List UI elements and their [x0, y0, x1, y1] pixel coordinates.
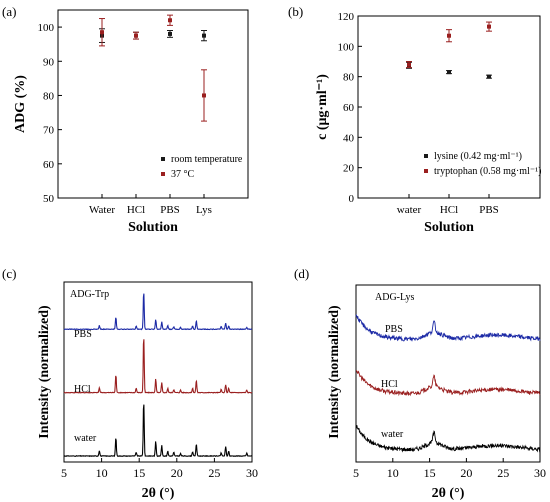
panel-a-x-title: Solution — [128, 220, 178, 235]
panel-d-marks — [355, 313, 541, 453]
panel-c-x-title: 2θ (°) — [142, 486, 175, 501]
data-point — [202, 33, 206, 38]
panel-c-series-labels: water HCl PBS — [74, 329, 97, 444]
x-tick-label: 10 — [387, 466, 399, 480]
pattern-line-water — [63, 404, 253, 458]
data-point — [168, 18, 172, 23]
x-tick-label: 20 — [171, 466, 183, 480]
y-tick-label: 100 — [338, 41, 355, 53]
pattern-line-hcl — [355, 370, 541, 397]
x-tick-label: Lys — [196, 204, 212, 216]
x-tick-label: HCl — [127, 204, 145, 216]
panel-c-marks — [63, 293, 253, 458]
y-tick-label: 60 — [343, 102, 355, 114]
panel-d-y-title: Intensity (normalized) — [327, 305, 342, 439]
legend-label: lysine (0.42 mg·ml⁻¹) — [434, 151, 522, 162]
panel-a-label: (a) — [2, 4, 16, 19]
y-tick-label: 40 — [343, 132, 355, 144]
panel-d-x-axis: 5 10 15 20 25 30 — [353, 458, 546, 480]
y-tick-label: 60 — [43, 159, 55, 171]
series-label: HCl — [74, 384, 91, 395]
panel-b-label: (b) — [288, 4, 303, 19]
panel-c-frame — [63, 281, 253, 463]
y-tick-label: 100 — [38, 22, 55, 34]
y-tick-label: 120 — [338, 11, 355, 23]
panel-c-inner-label: ADG-Trp — [70, 289, 109, 300]
panel-c-label: (c) — [2, 266, 16, 281]
data-point — [447, 33, 451, 38]
panel-c-x-axis: 5 10 15 20 25 30 — [61, 458, 258, 480]
panel-d-inner-label: ADG-Lys — [375, 292, 415, 303]
panel-a-legend: room temperature 37 °C — [161, 154, 243, 180]
y-tick-label: 80 — [343, 72, 355, 84]
x-tick-label: 10 — [96, 466, 108, 480]
data-point — [168, 31, 172, 36]
panel-c: (c) 5 10 15 20 25 30 ADG-Trp 2θ (°) Intensity… — [2, 266, 258, 501]
y-tick-label: 90 — [43, 56, 55, 68]
panel-a-y-axis: 50 60 70 80 90 100 — [38, 22, 62, 205]
panel-b-y-title: c (μg·ml⁻¹) — [315, 74, 330, 140]
x-tick-label: 20 — [460, 466, 472, 480]
panel-d: (d) 5 10 15 20 25 30 ADG-Lys 2θ (°) Intensity… — [294, 266, 546, 501]
x-tick-label: PBS — [160, 204, 180, 216]
pattern-line-water — [355, 425, 541, 453]
series-label: HCl — [381, 379, 398, 390]
x-tick-label: 15 — [133, 466, 145, 480]
panel-d-x-title: 2θ (°) — [432, 486, 465, 501]
pattern-line-pbs — [63, 293, 253, 331]
panel-d-frame — [355, 284, 541, 463]
x-tick-label: 5 — [353, 466, 359, 480]
panel-d-series-labels: water HCl PBS — [381, 324, 404, 440]
panel-b-legend: lysine (0.42 mg·ml⁻¹) tryptophan (0.58 mg… — [424, 151, 541, 177]
series-label: PBS — [385, 324, 403, 335]
panel-a-marks — [99, 14, 207, 122]
data-point — [202, 93, 206, 98]
series-label: water — [381, 429, 404, 440]
x-tick-label: 15 — [424, 466, 436, 480]
legend-label: tryptophan (0.58 mg·ml⁻¹) — [434, 166, 541, 177]
panel-b-x-axis: water HCl PBS — [397, 194, 499, 216]
x-tick-label: 30 — [534, 466, 546, 480]
x-tick-label: Water — [89, 204, 115, 216]
data-point — [407, 62, 411, 67]
y-tick-label: 50 — [43, 193, 55, 205]
legend-marker — [424, 154, 428, 158]
legend-label: room temperature — [171, 154, 243, 165]
data-point — [487, 74, 491, 79]
panel-b-y-axis: 0 20 40 60 80 100 120 — [338, 11, 362, 205]
x-tick-label: PBS — [479, 204, 499, 216]
x-tick-label: HCl — [440, 204, 458, 216]
panel-a-y-title: ADG (%) — [13, 75, 28, 133]
x-tick-label: 5 — [61, 466, 67, 480]
series-label: PBS — [74, 329, 92, 340]
panel-b: (b) 0 20 40 60 80 100 120 water HCl PBS Solution… — [288, 4, 541, 235]
data-point — [134, 33, 138, 38]
legend-marker — [161, 172, 165, 176]
pattern-line-pbs — [355, 313, 541, 342]
pattern-line-hcl — [63, 339, 253, 394]
y-tick-label: 0 — [349, 193, 355, 205]
data-point — [487, 24, 491, 29]
data-point — [447, 70, 451, 75]
legend-marker — [424, 169, 428, 173]
x-tick-label: 25 — [497, 466, 509, 480]
legend-label: 37 °C — [171, 169, 194, 180]
y-tick-label: 80 — [43, 90, 55, 102]
x-tick-label: 25 — [208, 466, 220, 480]
panel-c-y-title: Intensity (normalized) — [37, 305, 52, 439]
x-tick-label: water — [397, 204, 422, 216]
legend-marker — [161, 157, 165, 161]
panel-d-label: (d) — [294, 266, 309, 281]
y-tick-label: 70 — [43, 125, 55, 137]
panel-a-frame — [57, 9, 249, 199]
panel-b-x-title: Solution — [424, 220, 474, 235]
panel-a-x-axis: Water HCl PBS Lys — [89, 194, 212, 216]
y-tick-label: 20 — [343, 163, 355, 175]
data-point — [100, 30, 104, 35]
series-label: water — [74, 433, 97, 444]
panel-a: (a) 50 60 70 80 90 100 Water HCl PBS Lys Solutio… — [2, 4, 249, 235]
panel-b-marks — [406, 21, 492, 79]
x-tick-label: 30 — [246, 466, 258, 480]
